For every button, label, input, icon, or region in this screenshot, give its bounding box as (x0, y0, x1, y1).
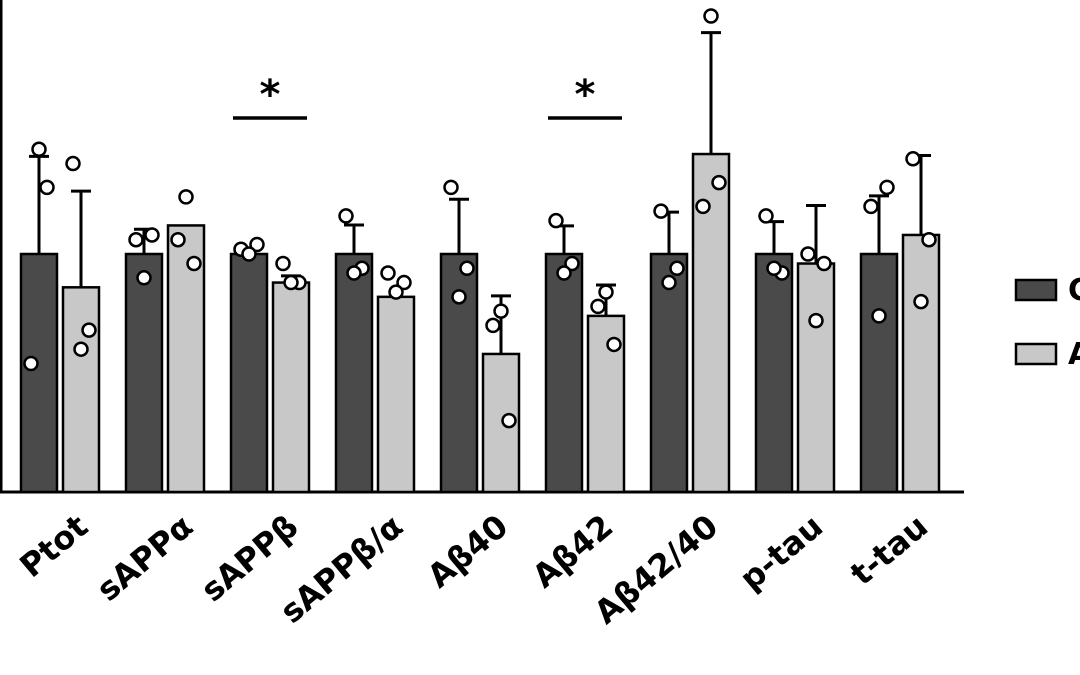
category-label-0: Ptot (12, 507, 95, 585)
significance-star-0: * (260, 72, 281, 118)
category-label-8: t-tau (843, 507, 935, 593)
data-point-a-4-1 (501, 412, 517, 429)
data-point-a-1-2 (178, 189, 194, 205)
category-label-5: Aβ42 (525, 507, 620, 595)
data-point-a-3-1 (396, 274, 412, 291)
data-point-c-0-1 (39, 179, 55, 196)
data-point-a-8-2 (913, 293, 929, 310)
data-point-a-2-2 (283, 274, 299, 291)
bar-c-7 (754, 252, 794, 494)
data-point-a-2-0 (275, 255, 291, 272)
data-point-c-8-2 (871, 308, 887, 324)
legend: CA (1014, 273, 1080, 372)
data-point-c-3-0 (338, 208, 354, 224)
data-point-a-3-2 (388, 284, 404, 300)
data-point-a-8-1 (921, 231, 937, 248)
significance-star-1: * (575, 72, 596, 118)
data-point-c-1-1 (144, 227, 160, 243)
data-points-layer (23, 8, 937, 429)
data-point-c-5-1 (564, 255, 580, 272)
bar-c-8 (859, 252, 899, 494)
legend-label-a: A (1068, 337, 1080, 372)
data-point-a-6-0 (695, 198, 711, 215)
bar-a-0 (61, 286, 101, 494)
bar-c-5 (544, 252, 584, 494)
legend-swatch-a (1014, 342, 1058, 366)
data-point-a-5-2 (598, 284, 614, 300)
data-point-a-4-0 (485, 317, 501, 334)
bar-a-8 (901, 233, 941, 494)
data-point-a-1-0 (170, 231, 186, 248)
data-point-a-5-0 (590, 298, 606, 315)
bar-a-5 (586, 314, 626, 494)
data-point-a-8-0 (905, 151, 921, 167)
data-point-a-7-0 (800, 246, 816, 262)
data-point-a-7-1 (816, 255, 832, 272)
data-point-c-3-2 (346, 265, 362, 281)
data-point-c-2-2 (241, 246, 257, 262)
data-point-c-5-0 (548, 212, 564, 229)
bar-c-3 (334, 252, 374, 494)
data-point-c-1-0 (128, 231, 144, 248)
legend-label-c: C (1068, 273, 1080, 308)
data-point-a-3-0 (380, 265, 396, 281)
data-point-c-4-1 (459, 260, 475, 277)
data-point-c-6-1 (669, 260, 685, 277)
data-point-c-8-1 (879, 179, 895, 196)
bar-a-2 (271, 281, 311, 494)
data-point-c-0-0 (23, 355, 39, 372)
category-label-1: sAPPα (89, 507, 200, 609)
data-point-c-8-0 (863, 198, 879, 215)
legend-swatch-c (1014, 278, 1058, 302)
bar-a-3 (376, 295, 416, 494)
data-point-c-7-0 (758, 208, 774, 224)
data-point-c-4-0 (443, 179, 459, 196)
data-point-a-4-2 (493, 303, 509, 319)
bar-c-1 (124, 252, 164, 494)
data-point-a-6-1 (711, 174, 727, 191)
data-point-a-7-2 (808, 312, 824, 329)
data-point-a-0-1 (81, 322, 97, 338)
significance-layer: * * (233, 72, 622, 120)
data-point-c-7-2 (766, 260, 782, 277)
bar-c-2 (229, 252, 269, 494)
bar-c-0 (19, 252, 59, 494)
data-point-a-0-0 (65, 155, 81, 172)
data-point-a-5-1 (606, 336, 622, 353)
data-point-c-0-2 (31, 141, 47, 158)
category-label-4: Aβ40 (420, 507, 515, 595)
bar-a-7 (796, 262, 836, 494)
data-point-a-1-1 (186, 255, 202, 272)
data-point-a-6-2 (703, 8, 719, 24)
data-point-c-4-2 (451, 289, 467, 305)
category-label-7: p-tau (732, 507, 830, 598)
data-point-c-6-2 (661, 274, 677, 291)
data-point-c-1-2 (136, 270, 152, 286)
bars-layer (19, 152, 941, 494)
error-bars-layer (29, 31, 931, 354)
data-point-c-2-1 (249, 236, 265, 253)
data-point-c-5-2 (556, 265, 572, 281)
data-point-c-6-0 (653, 203, 669, 219)
data-point-a-0-2 (73, 341, 89, 357)
